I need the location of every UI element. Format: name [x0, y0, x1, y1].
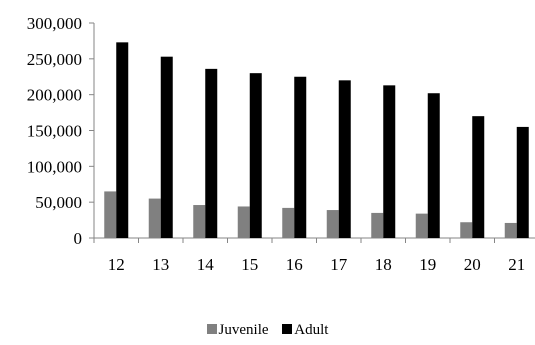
- bar-juvenile-16: [282, 207, 295, 238]
- x-tick-label: 12: [108, 255, 125, 274]
- x-tick-label: 17: [330, 255, 348, 274]
- bar-adult-17: [338, 80, 351, 238]
- bar-adult-15: [249, 73, 262, 239]
- legend-item-juvenile: Juvenile: [206, 322, 269, 339]
- legend-label-juvenile: Juvenile: [218, 322, 269, 338]
- x-tick-label: 21: [508, 255, 525, 274]
- bar-adult-20: [472, 116, 485, 238]
- y-axis-ticks: 0 50,000 100,000 150,000 200,000 250,000 300,0…: [27, 14, 94, 248]
- x-axis-labels: 12 13 14 15 16 17 18 19 20 21: [93, 238, 525, 274]
- bar-adult-13: [160, 56, 173, 238]
- legend-label-adult: Adult: [294, 322, 329, 338]
- bar-juvenile-20: [460, 222, 473, 238]
- bar-adult-18: [383, 85, 396, 238]
- bar-juvenile-17: [326, 210, 339, 238]
- x-tick-label: 13: [152, 255, 169, 274]
- y-tick-label: 50,000: [35, 193, 82, 212]
- bar-adult-14: [205, 68, 218, 238]
- legend: Juvenile Adult: [0, 322, 535, 339]
- x-tick-label: 20: [464, 255, 481, 274]
- bars-group: [104, 42, 529, 239]
- y-tick-label: 150,000: [27, 122, 82, 141]
- y-tick-label: 250,000: [27, 50, 82, 69]
- bar-juvenile-12: [104, 191, 117, 238]
- bar-juvenile-14: [193, 205, 206, 238]
- y-tick-label: 300,000: [27, 14, 82, 33]
- y-tick-label: 0: [74, 229, 83, 248]
- x-tick-label: 18: [375, 255, 392, 274]
- x-tick-label: 14: [197, 255, 215, 274]
- bar-adult-16: [294, 76, 307, 238]
- bar-adult-12: [116, 42, 129, 238]
- bar-juvenile-13: [148, 198, 161, 238]
- x-tick-label: 19: [419, 255, 436, 274]
- bar-adult-19: [427, 93, 440, 238]
- bar-adult-21: [516, 126, 529, 238]
- bar-juvenile-18: [371, 212, 384, 238]
- bar-juvenile-21: [504, 222, 517, 238]
- legend-swatch-juvenile: [206, 324, 217, 334]
- bar-juvenile-15: [237, 206, 250, 238]
- x-tick-label: 15: [241, 255, 258, 274]
- legend-swatch-adult: [282, 324, 293, 334]
- bar-juvenile-19: [415, 213, 428, 238]
- y-tick-label: 100,000: [27, 157, 82, 176]
- x-tick-label: 16: [286, 255, 303, 274]
- y-tick-label: 200,000: [27, 86, 82, 105]
- legend-item-adult: Adult: [282, 322, 328, 339]
